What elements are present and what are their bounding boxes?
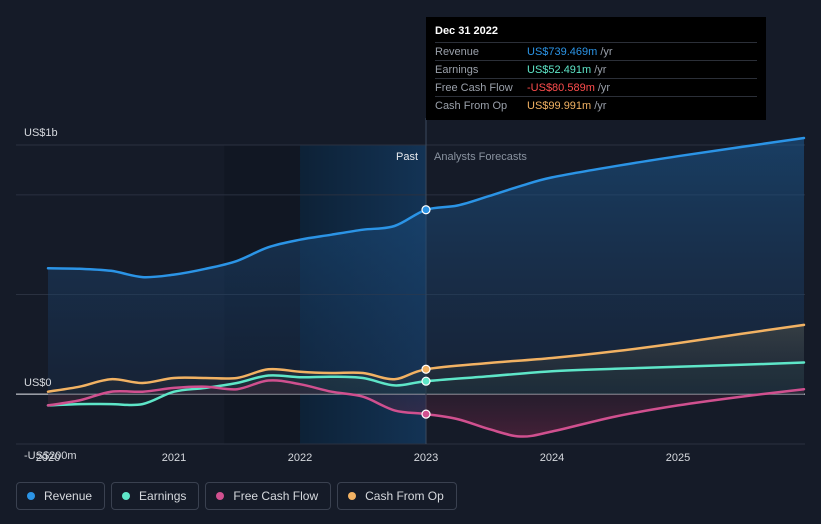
tooltip-row-cash-from-op: Cash From Op US$99.991m /yr: [435, 96, 757, 114]
tooltip-label: Revenue: [435, 45, 480, 58]
legend-dot-icon: [122, 492, 131, 500]
series-area-revenue: [48, 138, 804, 395]
x-tick-label: 2020: [36, 452, 60, 464]
tooltip: Dec 31 2022 Revenue US$739.469m /yr Earn…: [426, 17, 766, 120]
series-marker-earnings: [421, 376, 431, 386]
tooltip-row-free-cash-flow: Free Cash Flow -US$80.589m /yr: [435, 78, 757, 96]
x-tick-label: 2022: [288, 452, 312, 464]
legend-label: Earnings: [139, 489, 187, 503]
series-marker-cash-from-op: [421, 364, 431, 374]
y-tick-label: US$1b: [24, 127, 58, 139]
legend-dot-icon: [348, 492, 357, 500]
series-marker-revenue: [421, 205, 431, 215]
legend-dot-icon: [27, 492, 35, 500]
tooltip-value: US$739.469m: [527, 45, 598, 58]
tooltip-row-revenue: Revenue US$739.469m /yr: [435, 42, 757, 60]
series-line-free-cash-flow: [46, 379, 806, 438]
legend-item-earnings[interactable]: Earnings: [111, 482, 200, 510]
legend-label: Cash From Op: [365, 489, 444, 503]
x-tick-label: 2021: [162, 452, 186, 464]
forecast-label: Analysts Forecasts: [434, 151, 527, 163]
legend-item-free-cash-flow[interactable]: Free Cash Flow: [205, 482, 332, 510]
tooltip-unit: /yr: [594, 63, 607, 76]
tooltip-value: US$52.491m: [527, 63, 592, 76]
series-marker-free-cash-flow: [421, 409, 431, 419]
legend-item-cash-from-op[interactable]: Cash From Op: [337, 482, 457, 510]
series-area-free-cash-flow: [48, 380, 804, 437]
y-tick-label: -US$200m: [24, 450, 77, 462]
tooltip-row-earnings: Earnings US$52.491m /yr: [435, 60, 757, 78]
legend-dot-icon: [216, 492, 225, 500]
series-line-cash-from-op: [46, 323, 806, 393]
legend-item-revenue[interactable]: Revenue: [16, 482, 106, 510]
x-tick-label: 2024: [540, 452, 564, 464]
tooltip-label: Free Cash Flow: [435, 81, 513, 94]
legend-label: Free Cash Flow: [233, 489, 319, 503]
tooltip-unit: /yr: [600, 45, 613, 58]
tooltip-date: Dec 31 2022: [435, 25, 498, 37]
x-tick-label: 2023: [414, 452, 438, 464]
past-label: Past: [396, 151, 418, 163]
tooltip-unit: /yr: [597, 81, 611, 94]
y-tick-label: US$0: [24, 377, 52, 389]
tooltip-value: -US$80.589m: [527, 81, 595, 94]
legend-label: Revenue: [44, 489, 93, 503]
series-line-earnings: [46, 361, 806, 407]
series-area-cash-from-op: [48, 324, 804, 395]
series-line-revenue: [46, 136, 806, 279]
tooltip-label: Cash From Op: [435, 99, 508, 112]
tooltip-value: US$99.991m: [527, 99, 592, 112]
tooltip-label: Earnings: [435, 63, 479, 76]
legend: Revenue Earnings Free Cash Flow Cash Fro…: [16, 482, 457, 510]
x-tick-label: 2025: [666, 452, 690, 464]
tooltip-unit: /yr: [594, 99, 607, 112]
